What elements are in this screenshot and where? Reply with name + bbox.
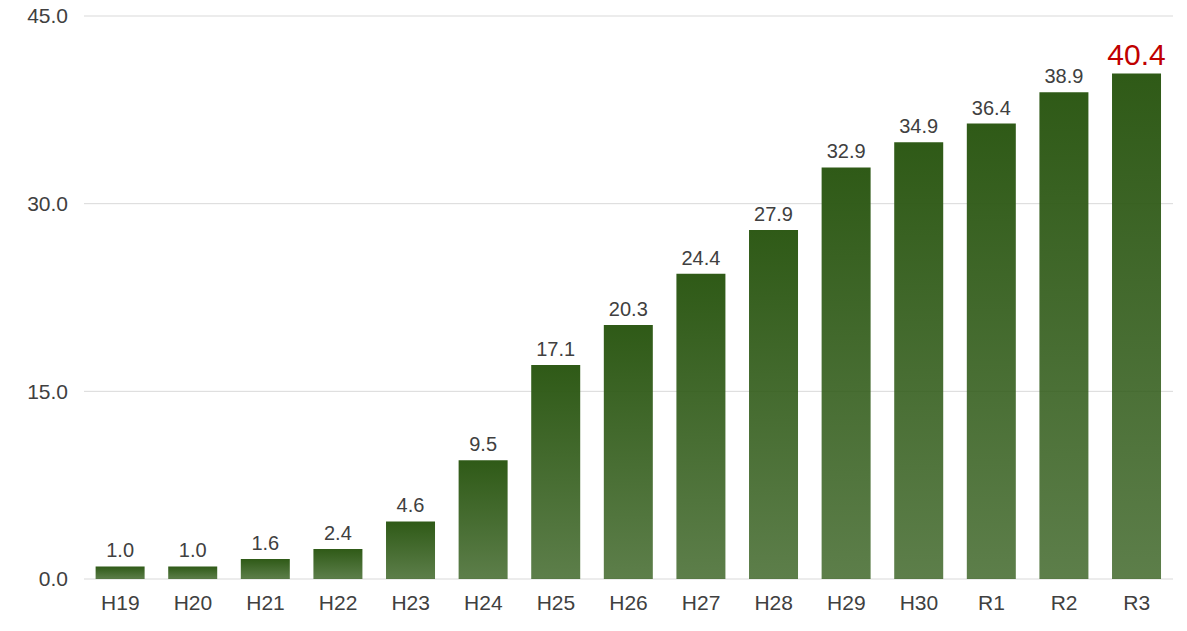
svg-text:2.4: 2.4 (324, 522, 352, 544)
svg-text:15.0: 15.0 (27, 380, 68, 403)
svg-text:H25: H25 (537, 591, 576, 614)
svg-text:36.4: 36.4 (972, 97, 1011, 119)
svg-text:H24: H24 (464, 591, 503, 614)
svg-text:H27: H27 (682, 591, 721, 614)
svg-text:38.9: 38.9 (1044, 65, 1083, 87)
svg-text:1.6: 1.6 (251, 532, 279, 554)
svg-text:1.0: 1.0 (179, 539, 207, 561)
svg-text:30.0: 30.0 (27, 192, 68, 215)
svg-text:24.4: 24.4 (681, 247, 720, 269)
svg-text:R1: R1 (978, 591, 1005, 614)
svg-text:H23: H23 (391, 591, 430, 614)
svg-text:R3: R3 (1123, 591, 1150, 614)
svg-text:20.3: 20.3 (609, 298, 648, 320)
svg-text:H26: H26 (609, 591, 648, 614)
svg-text:17.1: 17.1 (536, 338, 575, 360)
svg-text:H21: H21 (246, 591, 285, 614)
svg-text:H19: H19 (101, 591, 140, 614)
svg-text:H28: H28 (754, 591, 793, 614)
svg-text:34.9: 34.9 (899, 115, 938, 137)
svg-text:H30: H30 (900, 591, 939, 614)
svg-text:4.6: 4.6 (397, 494, 425, 516)
svg-text:32.9: 32.9 (827, 140, 866, 162)
svg-text:9.5: 9.5 (469, 433, 497, 455)
svg-text:H22: H22 (319, 591, 358, 614)
svg-text:27.9: 27.9 (754, 203, 793, 225)
svg-text:40.4: 40.4 (1107, 38, 1165, 71)
svg-text:45.0: 45.0 (27, 4, 68, 27)
svg-text:H29: H29 (827, 591, 866, 614)
svg-text:0.0: 0.0 (39, 567, 68, 590)
svg-text:1.0: 1.0 (106, 539, 134, 561)
svg-text:H20: H20 (174, 591, 213, 614)
svg-text:R2: R2 (1051, 591, 1078, 614)
